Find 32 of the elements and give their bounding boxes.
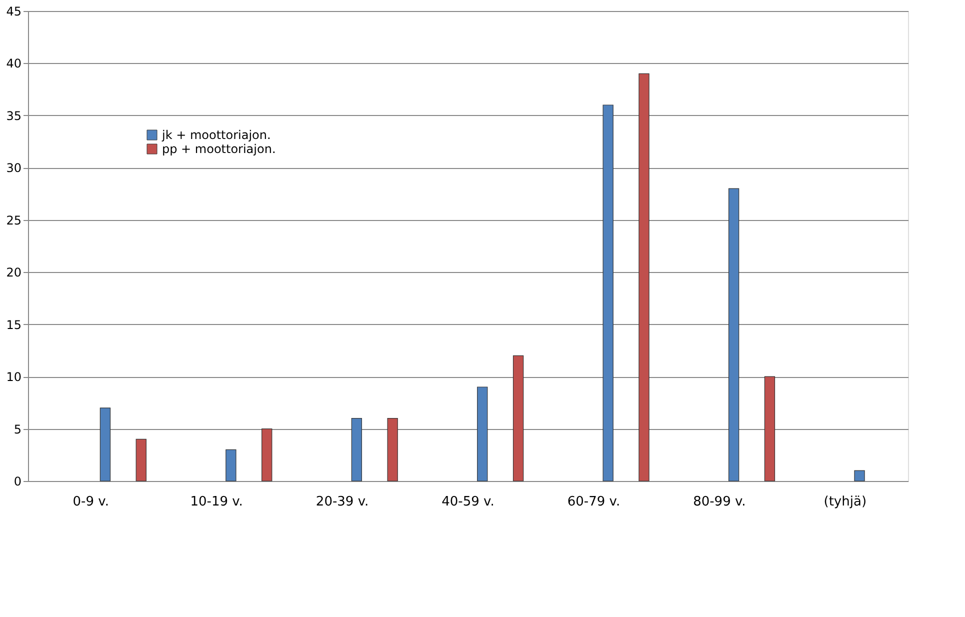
y-tick-label: 20 <box>6 266 22 280</box>
x-tick-label: 20-39 v. <box>316 494 369 510</box>
bar <box>512 355 524 482</box>
bar <box>262 428 272 482</box>
y-tick-label: 35 <box>6 108 22 123</box>
bar <box>136 438 146 482</box>
bar <box>638 73 650 482</box>
y-tick-label: 25 <box>6 213 22 228</box>
x-tick-label: 80-99 v. <box>693 494 746 510</box>
y-tick-label: 15 <box>6 318 22 332</box>
x-tick-label: 40-59 v. <box>442 494 494 510</box>
y-tick-label: 0 <box>14 474 22 488</box>
y-tick-label: 45 <box>6 4 22 18</box>
y-tick-label: 10 <box>6 370 22 384</box>
x-tick-label: 0-9 v. <box>72 494 109 510</box>
bar <box>351 418 362 482</box>
bar <box>226 449 236 482</box>
bar <box>100 408 111 482</box>
bar <box>728 188 740 482</box>
bar <box>602 104 614 482</box>
bar <box>854 470 865 482</box>
y-tick-label: 40 <box>6 56 22 71</box>
bar <box>387 418 398 482</box>
x-tick-label: 60-79 v. <box>567 494 620 510</box>
y-tick-label: 30 <box>6 161 22 176</box>
legend-label: pp + moottoriajon. <box>162 142 276 156</box>
legend-label: jk + moottoriajon. <box>161 128 271 142</box>
x-tick-label: 10-19 v. <box>190 494 243 510</box>
y-tick-label: 5 <box>14 422 22 436</box>
bar <box>477 386 488 482</box>
x-tick-label: (tyhjä) <box>824 494 867 510</box>
bar <box>764 376 776 482</box>
